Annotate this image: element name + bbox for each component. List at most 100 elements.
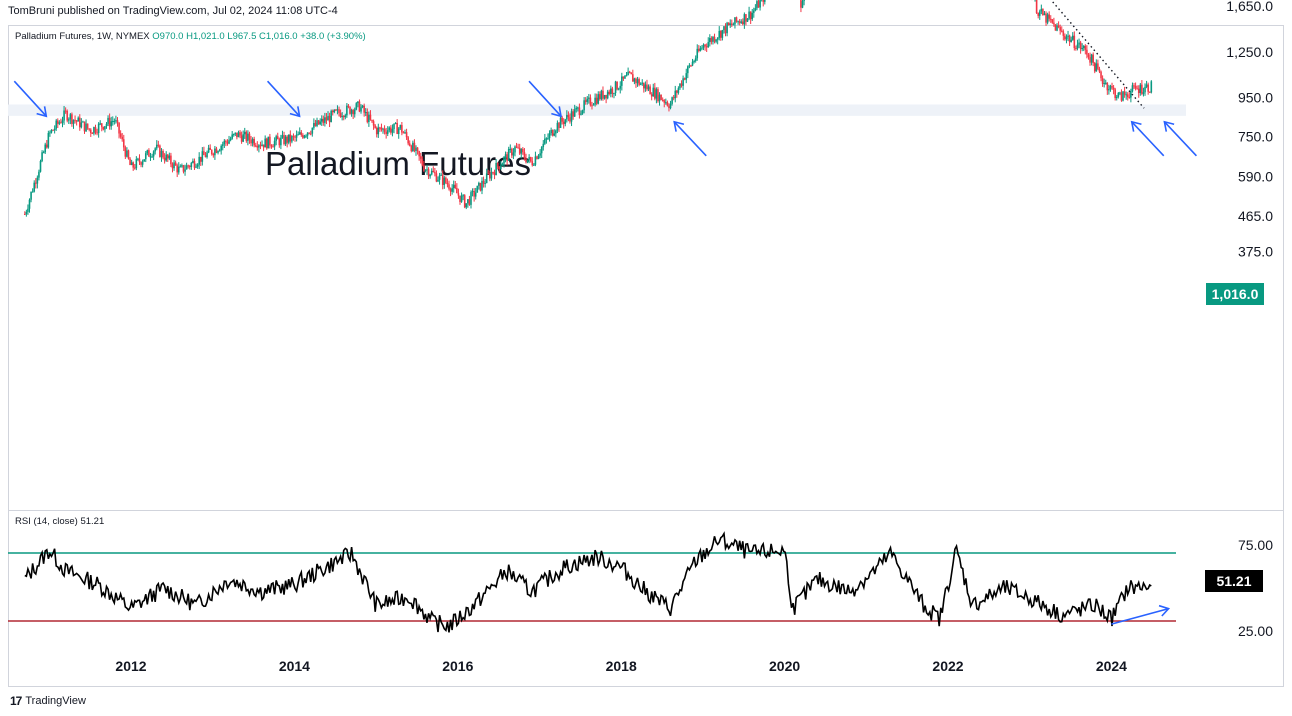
candle-body — [528, 157, 530, 160]
candle-body — [276, 136, 279, 140]
candle-body — [655, 89, 658, 99]
candle-body — [602, 90, 604, 99]
candle-body — [338, 109, 340, 114]
candle-body — [383, 128, 386, 132]
candle-body — [1145, 84, 1148, 87]
candle-body — [1051, 19, 1054, 23]
candle-body — [570, 111, 573, 122]
candle-body — [313, 123, 315, 128]
pane-separator[interactable] — [8, 510, 1284, 511]
candle-body — [1150, 81, 1153, 93]
candle-body — [105, 123, 108, 127]
tradingview-brand[interactable]: TradingView — [25, 695, 86, 707]
candle-body — [1104, 82, 1107, 84]
candle-body — [636, 79, 639, 84]
candle-body — [657, 89, 659, 102]
candle-body — [358, 101, 361, 112]
candle-body — [435, 173, 438, 182]
annotation-arrow-down-2[interactable] — [528, 80, 562, 117]
candle-body — [682, 78, 684, 86]
candle-body — [408, 143, 411, 146]
time-axis-tick: 2022 — [932, 658, 963, 674]
candle-body — [621, 76, 623, 86]
candle-body — [496, 163, 499, 167]
candle-body — [484, 182, 486, 184]
candle-body — [416, 147, 419, 152]
price-axis-tick: 950.0 — [1238, 89, 1273, 105]
candle-body — [199, 156, 202, 162]
annotation-arrow-down-1[interactable] — [266, 80, 301, 117]
candle-body — [638, 79, 640, 85]
candle-body — [1092, 54, 1094, 63]
tradingview-logo[interactable]: 17 — [10, 694, 22, 708]
candle-body — [573, 109, 576, 117]
candle-body — [86, 123, 89, 129]
candle-body — [427, 169, 430, 177]
candle-body — [220, 145, 222, 151]
candle-body — [588, 97, 590, 99]
rsi-annotation-arrow[interactable] — [1111, 607, 1169, 625]
annotation-arrow-up-2[interactable] — [1163, 121, 1198, 157]
candle-body — [1131, 85, 1134, 92]
candle-body — [209, 147, 211, 150]
candle-body — [1090, 54, 1093, 63]
candle-body — [652, 87, 655, 97]
candle-body — [1046, 14, 1049, 23]
candle-body — [1142, 92, 1145, 94]
candle-body — [764, 0, 766, 2]
trendline-dotted[interactable] — [997, 0, 1145, 109]
candle-body — [1095, 63, 1098, 72]
candle-body — [184, 169, 186, 172]
candle-body — [25, 211, 28, 215]
candle-body — [622, 76, 625, 79]
candle-body — [121, 136, 124, 140]
candle-body — [375, 127, 378, 135]
publish-header: TomBruni published on TradingView.com, J… — [8, 5, 338, 17]
candle-body — [542, 143, 545, 148]
candle-body — [457, 193, 460, 196]
annotation-arrow-down-0[interactable] — [13, 80, 47, 117]
candle-body — [1114, 89, 1116, 99]
candle-body — [666, 102, 669, 106]
candle-body — [129, 158, 131, 166]
candle-body — [265, 138, 268, 149]
symbol-name[interactable]: Palladium Futures, 1W, NYMEX — [15, 31, 150, 42]
candle-body — [529, 157, 532, 162]
candle-body — [270, 145, 273, 147]
candle-body — [1100, 71, 1102, 79]
candle-body — [1064, 35, 1066, 40]
candle-body — [308, 132, 310, 134]
candle-body — [124, 147, 127, 157]
annotation-arrow-up-1[interactable] — [1131, 121, 1165, 157]
candle-body — [391, 129, 394, 133]
candle-body — [696, 48, 699, 59]
candle-body — [748, 11, 750, 19]
rsi-value-tag: 51.21 — [1205, 570, 1263, 592]
candle-body — [305, 135, 307, 137]
candle-body — [578, 107, 581, 115]
candle-body — [69, 114, 72, 120]
candle-body — [721, 30, 724, 38]
candle-body — [377, 127, 380, 135]
candle-body — [1087, 54, 1090, 58]
rsi-label[interactable]: RSI (14, close) — [15, 516, 78, 527]
candle-body — [247, 133, 249, 141]
candle-body — [195, 166, 197, 168]
candle-body — [23, 214, 26, 216]
annotation-arrow-up-0[interactable] — [673, 121, 707, 157]
candle-body — [357, 101, 359, 104]
candle-body — [132, 162, 134, 168]
candle-body — [1045, 13, 1047, 23]
candle-body — [63, 110, 65, 121]
candle-body — [625, 75, 628, 77]
candle-body — [42, 152, 45, 154]
candle-body — [1065, 36, 1068, 40]
candle-body — [434, 172, 436, 174]
candle-body — [1115, 96, 1118, 99]
candle-body — [751, 12, 754, 20]
candle-body — [225, 140, 227, 143]
candle-body — [311, 127, 314, 134]
candle-body — [173, 162, 175, 169]
candle-body — [140, 162, 142, 165]
